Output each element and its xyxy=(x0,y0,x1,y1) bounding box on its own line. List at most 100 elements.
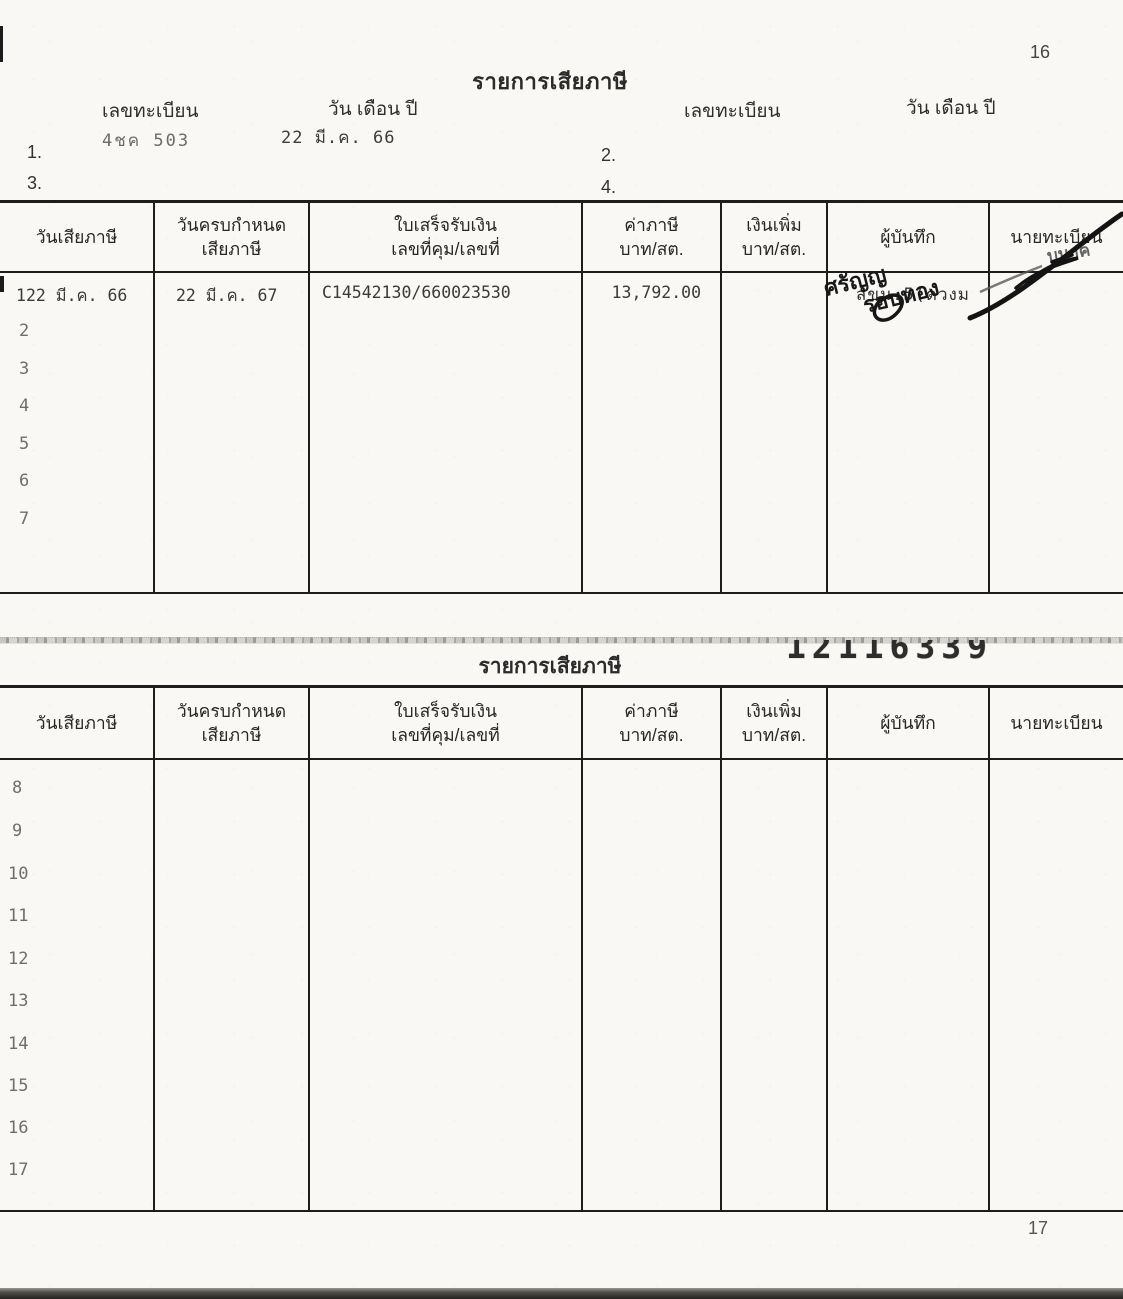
row-number: 10 xyxy=(8,864,29,884)
item-number-1: 1. xyxy=(27,142,43,162)
row-number: 7 xyxy=(19,509,30,529)
header-surcharge-line2: บาท/สต. xyxy=(741,239,807,259)
header-tax-date-label: วันเสียภาษี xyxy=(35,227,118,247)
header-tax-amount-line2: บาท/สต. xyxy=(619,725,684,745)
column-divider xyxy=(988,760,990,1210)
header-tax-amount: ค่าภาษี บาท/สต. xyxy=(583,688,722,758)
registrar-signature-stroke xyxy=(1050,253,1074,264)
header-tax-date-label: วันเสียภาษี xyxy=(35,713,118,733)
header-recorder: ผู้บันทึก xyxy=(828,203,990,271)
registrar-signature-stroke xyxy=(967,211,1123,321)
header-registrar-label: นายทะเบียน xyxy=(1010,713,1103,733)
row1-number: 1 xyxy=(16,286,26,305)
tax-table-2-header: วันเสียภาษี วันครบกำหนด เสียภาษี ใบเสร็จ… xyxy=(0,688,1123,760)
date-label-left: วัน เดือน ปี xyxy=(328,99,418,120)
date-label-right: วัน เดือน ปี xyxy=(906,98,996,119)
header-registrar: นายทะเบียน xyxy=(990,688,1123,758)
scan-edge-bottom xyxy=(0,1288,1123,1299)
scan-edge-mark xyxy=(0,26,3,62)
column-divider xyxy=(581,760,583,1210)
header-tax-date: วันเสียภาษี xyxy=(0,203,155,271)
row-number: 4 xyxy=(19,396,30,416)
header-receipt-line1: ใบเสร็จรับเงิน xyxy=(394,701,497,721)
header-due-date: วันครบกำหนด เสียภาษี xyxy=(155,203,310,271)
tax-table-2-body: 8 9 10 11 12 13 14 15 16 17 xyxy=(0,760,1123,1210)
scan-edge-mark xyxy=(0,276,4,292)
header-recorder-label: ผู้บันทึก xyxy=(880,713,936,733)
column-divider xyxy=(826,760,828,1210)
row-number: 8 xyxy=(12,778,23,798)
header-tax-amount-line2: บาท/สต. xyxy=(619,239,684,259)
header-registrar-label: นายทะเบียน xyxy=(1010,227,1103,247)
row1-due-date: 22 มี.ค. 67 xyxy=(176,286,278,305)
registration-number-label-left: เลขทะเบียน xyxy=(102,101,199,122)
recorder-name-stamp: ศรัญญ รอบทอง xyxy=(821,261,941,318)
header-surcharge-line2: บาท/สต. xyxy=(741,725,807,745)
column-divider xyxy=(308,760,310,1210)
header-due-date-line1: วันครบกำหนด xyxy=(176,701,287,721)
header-due-date-line2: เสียภาษี xyxy=(201,239,262,259)
column-divider xyxy=(153,273,155,592)
row-number: 13 xyxy=(8,991,29,1011)
column-divider xyxy=(720,760,722,1210)
registration-number-value: 4ชค 503 xyxy=(102,131,191,151)
row-number: 15 xyxy=(8,1076,29,1096)
header-receipt: ใบเสร็จรับเงิน เลขที่คุม/เลขที่ xyxy=(310,203,583,271)
header-recorder-label: ผู้บันทึก xyxy=(880,227,936,247)
header-due-date-line2: เสียภาษี xyxy=(201,725,262,745)
header-surcharge: เงินเพิ่ม บาท/สต. xyxy=(722,203,828,271)
registration-date-value: 22 มี.ค. 66 xyxy=(281,128,396,148)
header-surcharge: เงินเพิ่ม บาท/สต. xyxy=(722,688,828,758)
header-tax-amount-line1: ค่าภาษี xyxy=(624,701,679,721)
page-number-top: 16 xyxy=(1030,42,1051,62)
header-due-date-line1: วันครบกำหนด xyxy=(176,215,287,235)
perforation-tear-line xyxy=(0,637,1123,644)
header-surcharge-line1: เงินเพิ่ม xyxy=(746,215,802,235)
row1-tax-date-cell: 122 มี.ค. 66 xyxy=(16,283,127,309)
row-number: 9 xyxy=(12,821,23,841)
header-receipt: ใบเสร็จรับเงิน เลขที่คุม/เลขที่ xyxy=(310,688,583,758)
header-registrar: นายทะเบียน xyxy=(990,203,1123,271)
header-tax-date: วันเสียภาษี xyxy=(0,688,155,758)
row-number: 11 xyxy=(8,906,29,926)
item-number-2: 2. xyxy=(601,145,617,165)
column-divider xyxy=(720,273,722,592)
row-number: 17 xyxy=(8,1160,29,1180)
header-tax-amount-line1: ค่าภาษี xyxy=(624,215,679,235)
registrar-signature-stroke xyxy=(1014,256,1079,290)
column-divider xyxy=(988,273,990,592)
item-number-3: 3. xyxy=(27,173,43,193)
column-divider xyxy=(581,273,583,592)
tax-table-2: วันเสียภาษี วันครบกำหนด เสียภาษี ใบเสร็จ… xyxy=(0,685,1123,1212)
column-divider xyxy=(308,273,310,592)
column-divider xyxy=(153,760,155,1210)
header-tax-amount: ค่าภาษี บาท/สต. xyxy=(583,203,722,271)
row-number: 12 xyxy=(8,949,29,969)
tax-table-1-body: 122 มี.ค. 66 22 มี.ค. 67 C14542130/66002… xyxy=(0,273,1123,592)
row1-receipt-number: C14542130/660023530 xyxy=(322,283,511,302)
item-number-4: 4. xyxy=(601,177,617,197)
header-receipt-line1: ใบเสร็จรับเงิน xyxy=(394,215,497,235)
tax-table-1-header: วันเสียภาษี วันครบกำหนด เสียภาษี ใบเสร็จ… xyxy=(0,203,1123,273)
registration-number-label-right: เลขทะเบียน xyxy=(684,101,781,122)
row-number: 14 xyxy=(8,1034,29,1054)
header-surcharge-line1: เงินเพิ่ม xyxy=(746,701,802,721)
row-number: 6 xyxy=(19,471,30,491)
header-recorder: ผู้บันทึก xyxy=(828,688,990,758)
page-number-bottom: 17 xyxy=(1028,1218,1049,1238)
row-number: 16 xyxy=(8,1118,29,1138)
row-number: 5 xyxy=(19,434,30,454)
section1-title: รายการเสียภาษี xyxy=(472,69,628,94)
column-divider xyxy=(826,273,828,592)
row1-tax-date: 22 มี.ค. 66 xyxy=(25,286,128,305)
serial-number-clip: 12116339 xyxy=(786,640,986,667)
stamps-and-signature-overlay: ศรัญญ รอบทอง บุนาค xyxy=(821,211,1123,322)
stamp-flourish-loop xyxy=(872,293,904,322)
section2-title: รายการเสียภาษี xyxy=(478,655,622,678)
header-receipt-line2: เลขที่คุม/เลขที่ xyxy=(391,239,500,259)
header-receipt-line2: เลขที่คุม/เลขที่ xyxy=(391,725,500,745)
header-due-date: วันครบกำหนด เสียภาษี xyxy=(155,688,310,758)
registrar-stamp-squiggle xyxy=(979,264,1043,294)
row1-tax-amount: 13,792.00 xyxy=(611,283,701,302)
